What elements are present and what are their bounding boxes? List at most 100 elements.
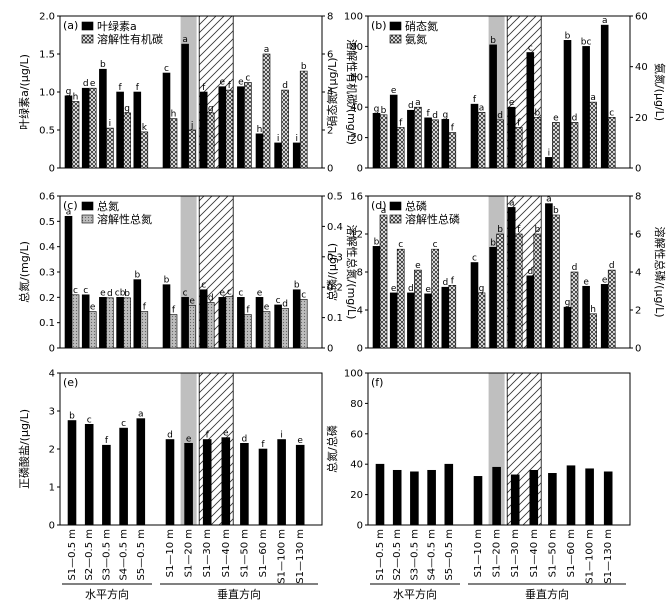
y-axis-label: 总氮/总磷	[325, 425, 339, 473]
bar	[237, 86, 245, 169]
bar	[123, 112, 131, 169]
significance-letter: e	[257, 288, 263, 298]
significance-letter: c	[301, 290, 306, 300]
bar	[514, 127, 523, 169]
significance-letter: d	[83, 79, 89, 89]
significance-letter: a	[546, 195, 552, 205]
bar	[552, 214, 560, 349]
bar	[448, 284, 457, 349]
significance-letter: e	[602, 275, 608, 285]
bar	[281, 89, 289, 169]
bar	[123, 297, 131, 349]
bar	[295, 444, 305, 526]
significance-letter: a	[479, 103, 485, 113]
significance-letter: d	[282, 299, 288, 309]
bar	[106, 297, 114, 349]
bar	[444, 463, 454, 526]
y-tick-label: 12	[350, 230, 363, 241]
y-axis-label: 硝态氮/(μg/L)	[325, 57, 339, 126]
category-label: S1—130 m	[603, 529, 614, 584]
bar	[441, 286, 450, 349]
bar	[470, 103, 479, 169]
bar	[81, 87, 90, 169]
y-tick-label: 0	[357, 344, 363, 355]
bar	[221, 437, 231, 526]
bar	[477, 292, 486, 349]
bar	[188, 129, 196, 169]
group-label-vertical: 垂直方向	[217, 587, 261, 601]
bar	[507, 207, 516, 349]
category-label: S1—10 m	[473, 529, 484, 577]
significance-letter: b	[565, 31, 571, 41]
significance-letter: d	[572, 263, 578, 273]
category-axis-layer: S1—0.5 m S2—0.5 m S3—0.5 m S4—0.5 m S5—0.5 m…	[62, 529, 626, 601]
significance-letter: f	[228, 81, 232, 91]
bar	[184, 442, 193, 526]
y-tick-label: 20	[350, 490, 363, 501]
significance-letter: h	[590, 305, 596, 315]
bar	[292, 289, 301, 349]
y-tick-label: 0	[357, 521, 363, 532]
bar	[392, 469, 402, 526]
bar	[372, 112, 381, 169]
significance-letter: bc	[581, 37, 592, 47]
legend-swatch	[389, 34, 402, 44]
bar	[514, 233, 523, 349]
bar	[431, 119, 439, 169]
significance-letter: d	[107, 289, 113, 299]
bar	[199, 91, 208, 169]
significance-letter: e	[90, 303, 96, 313]
category-label: S4—0.5 m	[427, 529, 438, 581]
bar	[533, 233, 542, 349]
bar	[570, 122, 579, 169]
y-tick-label: 1.5	[39, 50, 55, 61]
category-label: S1—60 m	[566, 529, 577, 577]
significance-letter: g	[479, 284, 485, 294]
bar	[396, 248, 405, 349]
significance-letter: f	[517, 118, 521, 128]
significance-letter: e	[186, 434, 192, 444]
bar	[431, 248, 439, 349]
significance-letter: a	[264, 45, 270, 55]
category-label: S1—40 m	[529, 529, 540, 577]
significance-letter: d	[242, 434, 248, 444]
significance-letter: h	[73, 93, 79, 103]
significance-letter: c	[121, 419, 126, 429]
category-label: S5—0.5 m	[444, 529, 455, 581]
bar	[424, 117, 432, 169]
significance-letter: a	[590, 93, 596, 103]
y2-tick-label: 8	[635, 192, 641, 203]
bar	[244, 314, 252, 349]
y2-tick-label: 60	[635, 12, 648, 23]
bar	[116, 297, 124, 349]
significance-letter: f	[172, 306, 176, 316]
panel-label: (a)	[63, 19, 78, 32]
significance-letter: f	[451, 276, 455, 286]
y2-tick-label: 6	[635, 230, 641, 241]
significance-letter: c	[433, 240, 438, 250]
y-tick-label: 60	[350, 72, 363, 83]
significance-letter: f	[143, 303, 147, 313]
y-tick-label: 3	[49, 407, 55, 418]
significance-letter: b	[301, 62, 307, 72]
significance-letter: g	[565, 298, 571, 308]
legend-swatch	[81, 21, 94, 31]
bar	[202, 439, 212, 526]
y-tick-label: 0.3	[39, 268, 55, 279]
y2-axis-label: 溶解性总磷/(μg/L)	[653, 226, 667, 317]
bar	[410, 471, 419, 526]
y-tick-label: 16	[350, 192, 363, 203]
bar	[607, 117, 616, 169]
legend-label: 溶解性总氮	[97, 212, 152, 226]
bar	[262, 311, 271, 349]
category-label: S1—20 m	[492, 529, 503, 577]
significance-letter: d	[497, 111, 503, 121]
bar	[441, 119, 450, 169]
significance-letter: d	[282, 81, 288, 91]
significance-letter: b	[69, 412, 75, 422]
significance-letter: a	[602, 16, 608, 26]
bar	[64, 215, 73, 349]
significance-letter: e	[415, 261, 421, 271]
bar	[292, 142, 301, 169]
bar	[140, 131, 149, 169]
